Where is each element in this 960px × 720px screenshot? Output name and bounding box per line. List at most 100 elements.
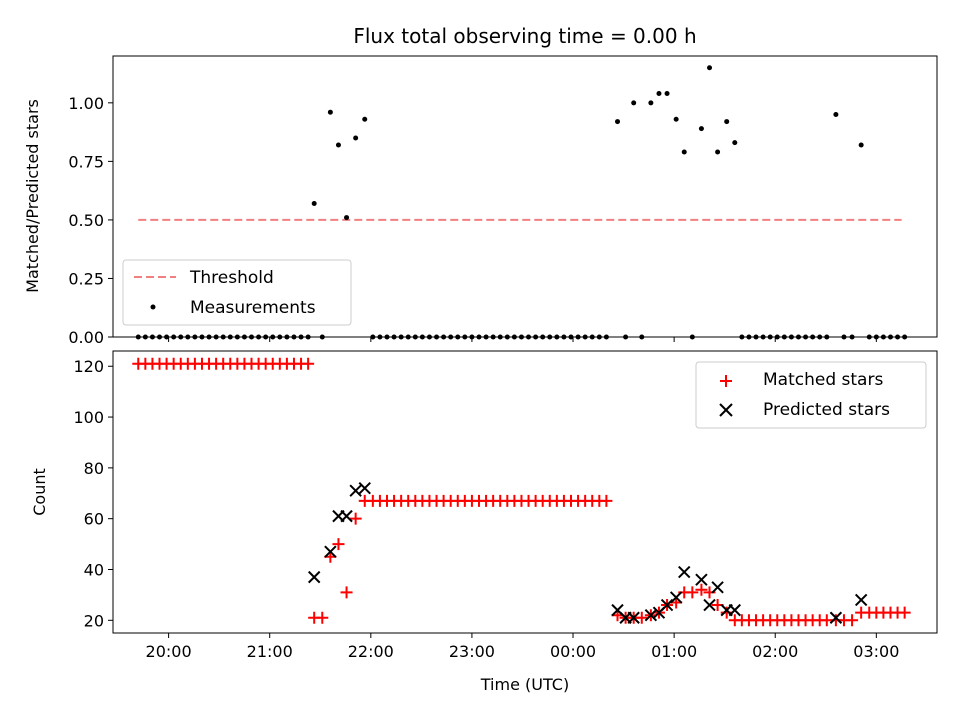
measurement-point xyxy=(575,334,581,340)
measurement-point xyxy=(135,334,141,340)
measurement-point xyxy=(448,334,454,340)
measurement-point xyxy=(298,334,304,340)
measurement-point xyxy=(220,334,226,340)
measurement-point xyxy=(149,334,155,340)
measurement-point xyxy=(284,334,290,340)
measurement-point xyxy=(767,334,773,340)
legend-predicted-swatch xyxy=(719,403,733,417)
measurement-point xyxy=(568,334,574,340)
measurement-point xyxy=(455,334,461,340)
measurement-point xyxy=(370,334,376,340)
matched-star-point xyxy=(686,586,699,599)
measurement-point xyxy=(434,334,440,340)
measurement-point xyxy=(511,334,517,340)
predicted-star-point xyxy=(644,609,658,622)
top-ytick-label: 0.75 xyxy=(68,152,104,171)
measurement-point xyxy=(547,334,553,340)
measurement-point xyxy=(810,334,816,340)
measurement-point xyxy=(441,334,447,340)
matched-star-point xyxy=(635,611,648,624)
predicted-star-point xyxy=(307,570,321,584)
measurement-point xyxy=(817,334,823,340)
matched-star-point xyxy=(846,614,859,627)
measurement-point xyxy=(732,140,738,146)
measurement-point xyxy=(227,334,233,340)
legend-matched-label: Matched stars xyxy=(763,370,883,390)
predicted-star-point xyxy=(669,591,683,604)
measurement-point xyxy=(164,334,170,340)
predicted-star-point xyxy=(854,593,868,607)
measurement-point xyxy=(589,334,595,340)
measurement-point xyxy=(469,334,475,340)
measurement-point xyxy=(311,201,317,207)
matched-star-point xyxy=(349,512,362,525)
bottom-chart-xlabel: Time (UTC) xyxy=(480,675,569,694)
measurement-point xyxy=(497,334,503,340)
measurement-point xyxy=(902,334,908,340)
bottom-legend: Matched stars Predicted stars xyxy=(695,361,927,429)
bottom-axes-frame xyxy=(112,350,938,634)
bottom-ytick-label: 60 xyxy=(84,510,104,529)
measurement-point xyxy=(887,334,893,340)
bottom-xtick-label: 03:00 xyxy=(853,642,899,661)
measurement-point xyxy=(412,334,418,340)
matched-star-point xyxy=(332,538,345,551)
predicted-star-point xyxy=(728,603,741,617)
predicted-star-point xyxy=(349,484,362,497)
measurement-point xyxy=(291,334,297,340)
measurement-point xyxy=(270,334,276,340)
measurement-point xyxy=(841,334,847,340)
predicted-star-point xyxy=(324,545,337,558)
bottom-xtick-label: 00:00 xyxy=(550,642,596,661)
measurement-point xyxy=(746,334,752,340)
matched-star-point xyxy=(316,611,329,624)
measurement-point xyxy=(377,334,383,340)
measurement-point xyxy=(596,334,602,340)
matched-star-point xyxy=(695,583,708,596)
measurement-point xyxy=(824,334,830,340)
matched-star-point xyxy=(302,357,315,370)
measurement-point xyxy=(405,334,411,340)
matched-star-point xyxy=(720,606,733,619)
bottom-xtick-label: 22:00 xyxy=(348,642,394,661)
bottom-xtick-label: 02:00 xyxy=(752,642,798,661)
measurement-point xyxy=(760,334,766,340)
measurement-point xyxy=(774,334,780,340)
measurement-point xyxy=(483,334,489,340)
measurement-point xyxy=(142,334,148,340)
measurement-point xyxy=(715,149,721,155)
measurement-point xyxy=(858,142,864,148)
measurement-point xyxy=(419,334,425,340)
measurement-point xyxy=(305,334,311,340)
measurement-point xyxy=(656,90,662,96)
bottom-xtick-label: 23:00 xyxy=(449,642,495,661)
measurement-point xyxy=(327,109,333,115)
legend-threshold-label: Threshold xyxy=(189,268,274,288)
measurement-point xyxy=(724,119,730,125)
top-ytick-label: 1.00 xyxy=(68,94,104,113)
top-plot-area: 0.00 0.25 0.50 0.75 1.00 xyxy=(68,55,938,347)
bottom-xtick-label: 20:00 xyxy=(146,642,192,661)
measurement-point xyxy=(398,334,404,340)
matched-star-point xyxy=(898,606,911,619)
measurement-point xyxy=(623,334,629,340)
matched-star-point xyxy=(600,494,613,507)
top-axes-frame xyxy=(112,55,938,338)
measurement-point xyxy=(554,334,560,340)
measurement-point xyxy=(781,334,787,340)
predicted-star-point xyxy=(678,565,691,579)
measurement-point xyxy=(362,116,368,122)
predicted-star-point xyxy=(711,581,724,594)
bottom-xtick-label: 21:00 xyxy=(247,642,293,661)
measurement-point xyxy=(540,334,546,340)
measurement-point xyxy=(241,334,247,340)
predicted-star-point xyxy=(703,598,716,612)
measurement-point xyxy=(504,334,510,340)
bottom-ytick-label: 20 xyxy=(84,611,104,630)
bottom-xtick-label: 01:00 xyxy=(651,642,697,661)
bottom-plot-area: 20 40 60 80 100 120 20:00 21:00 22:00 23:00 00:00 0… xyxy=(73,350,938,661)
measurement-point xyxy=(803,334,809,340)
bottom-legend-box xyxy=(695,361,927,429)
bottom-ytick-label: 80 xyxy=(84,459,104,478)
measurement-point xyxy=(277,334,283,340)
